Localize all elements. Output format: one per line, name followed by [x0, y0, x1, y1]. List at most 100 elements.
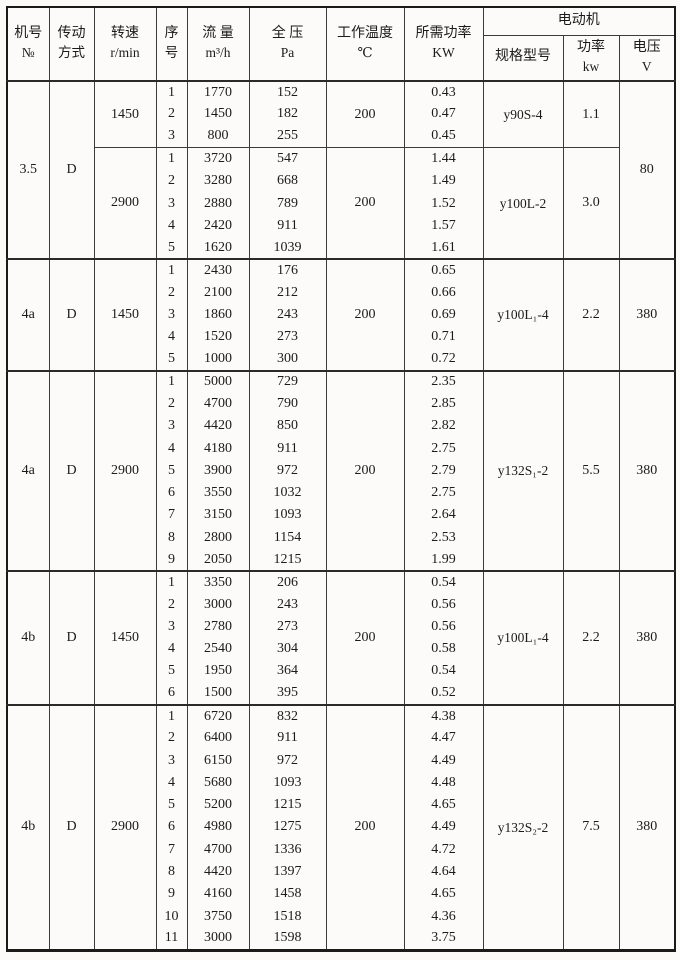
required-power-cell: 2.64 [403, 504, 484, 527]
work-temp-cell: 200 [325, 570, 405, 705]
flow-cell: 1770 [186, 79, 250, 104]
table-row: 11 3000 1598 3.75 [7, 927, 675, 951]
required-power-cell: 2.82 [403, 415, 484, 438]
flow-cell: 3750 [186, 905, 250, 928]
voltage-cell: 380 [618, 369, 676, 572]
work-temp-cell: 200 [325, 258, 405, 371]
table-row: 8 4420 1397 4.64 [7, 860, 675, 884]
required-power-cell: 4.48 [403, 771, 484, 794]
required-power-cell: 2.85 [403, 392, 484, 416]
seq-cell: 4 [155, 771, 188, 794]
motor-model-cell: y100L-2 [482, 147, 564, 260]
col-header-motor-power-sub: kw [582, 59, 600, 75]
speed-cell: 1450 [93, 258, 157, 371]
pressure-cell: 212 [248, 281, 327, 304]
required-power-cell: 4.49 [403, 749, 484, 772]
flow-cell: 5000 [186, 369, 250, 393]
flow-cell: 2800 [186, 526, 250, 549]
flow-cell: 1500 [186, 682, 250, 705]
speed-cell: 2900 [93, 369, 157, 572]
table-row: 2 6400 911 4.47 [7, 727, 675, 750]
required-power-cell: 4.49 [403, 816, 484, 839]
seq-cell: 1 [155, 570, 188, 594]
seq-cell: 6 [155, 482, 188, 505]
work-temp-cell: 200 [325, 147, 405, 260]
flow-cell: 1520 [186, 326, 250, 349]
pressure-cell: 273 [248, 615, 327, 639]
flow-cell: 3350 [186, 570, 250, 594]
required-power-cell: 2.79 [403, 459, 484, 483]
pressure-cell: 911 [248, 727, 327, 750]
table-row: 9 4160 1458 4.65 [7, 883, 675, 906]
pressure-cell: 1275 [248, 816, 327, 839]
seq-cell: 11 [155, 927, 188, 951]
col-header-required-power-zh: 所需功率 [415, 26, 472, 42]
seq-cell: 5 [155, 794, 188, 817]
flow-cell: 5680 [186, 771, 250, 794]
pressure-cell: 304 [248, 638, 327, 661]
flow-cell: 5200 [186, 794, 250, 817]
col-header-motor-power-zh: 功率 [577, 40, 605, 56]
col-header-seq-zh2: 号 [164, 45, 179, 61]
seq-cell: 1 [155, 147, 188, 171]
table-row: 3 6150 972 4.49 [7, 749, 675, 772]
table-row: 3.5 D 1450 1 1770 152 200 0.43 y90S-4 1.1 80 [6, 79, 676, 260]
pressure-cell: 1093 [248, 771, 327, 794]
speed-cell: 1450 [93, 570, 157, 705]
pressure-cell: 273 [248, 326, 327, 349]
col-header-speed-sub: r/min [110, 45, 140, 61]
table-row: 3 800 255 0.45 [7, 125, 675, 148]
pressure-cell: 668 [248, 170, 327, 193]
table-row: 5 1000 300 0.72 [7, 348, 675, 371]
pressure-cell: 1039 [248, 236, 327, 260]
table-row: 4 4180 911 2.75 [7, 437, 675, 460]
flow-cell: 4980 [186, 816, 250, 839]
flow-cell: 1450 [186, 103, 250, 126]
pressure-cell: 1032 [248, 482, 327, 505]
seq-cell: 4 [155, 214, 188, 237]
pressure-cell: 206 [248, 570, 327, 594]
table-row: 5 1950 364 0.54 [7, 660, 675, 683]
pressure-cell: 395 [248, 682, 327, 705]
seq-cell: 2 [155, 103, 188, 126]
seq-cell: 3 [155, 615, 188, 639]
flow-cell: 4160 [186, 883, 250, 906]
pressure-cell: 1518 [248, 905, 327, 928]
table-row: 4 5680 1093 4.48 [7, 771, 675, 794]
flow-cell: 2880 [186, 192, 250, 215]
table-row: 6 4980 1275 4.49 [7, 816, 675, 839]
pressure-cell: 300 [248, 348, 327, 371]
motor-power-cell: 2.2 [562, 258, 620, 371]
flow-cell: 2420 [186, 214, 250, 237]
flow-cell: 4420 [186, 415, 250, 438]
machine-no-cell: 3.5 [6, 79, 50, 260]
flow-cell: 3720 [186, 147, 250, 171]
pressure-cell: 176 [248, 258, 327, 282]
col-header-flow: 流 量 m³/h [186, 6, 250, 82]
col-header-work-temp-sub: ℃ [357, 45, 373, 61]
flow-cell: 3550 [186, 482, 250, 505]
pressure-cell: 1598 [248, 927, 327, 951]
table-row: 4 2540 304 0.58 [7, 638, 675, 661]
seq-cell: 6 [155, 682, 188, 705]
flow-cell: 3150 [186, 504, 250, 527]
pressure-cell: 789 [248, 192, 327, 215]
required-power-cell: 0.65 [403, 258, 484, 282]
pressure-cell: 547 [248, 147, 327, 171]
col-header-pressure: 全 压 Pa [248, 6, 327, 82]
seq-cell: 7 [155, 504, 188, 527]
col-header-speed: 转速 r/min [93, 6, 157, 82]
seq-cell: 9 [155, 883, 188, 906]
table-row: 3 4420 850 2.82 [7, 415, 675, 438]
table-row: 4b D 2900 1 6720 832 200 4.38 y132S₂-2 7.5 380 [6, 703, 676, 951]
seq-cell: 3 [155, 125, 188, 148]
table-header: 机号 № 传动 方式 转速 r/min 序 号 流 量 m³/h [6, 6, 676, 82]
required-power-cell: 2.75 [403, 437, 484, 460]
seq-cell: 8 [155, 860, 188, 884]
table-row: 5 5200 1215 4.65 [7, 794, 675, 817]
flow-cell: 2780 [186, 615, 250, 639]
required-power-cell: 2.35 [403, 369, 484, 393]
table-row: 2 1450 182 0.47 [7, 103, 675, 126]
col-header-required-power: 所需功率 KW [403, 6, 484, 82]
col-header-work-temp-zh: 工作温度 [337, 26, 393, 42]
